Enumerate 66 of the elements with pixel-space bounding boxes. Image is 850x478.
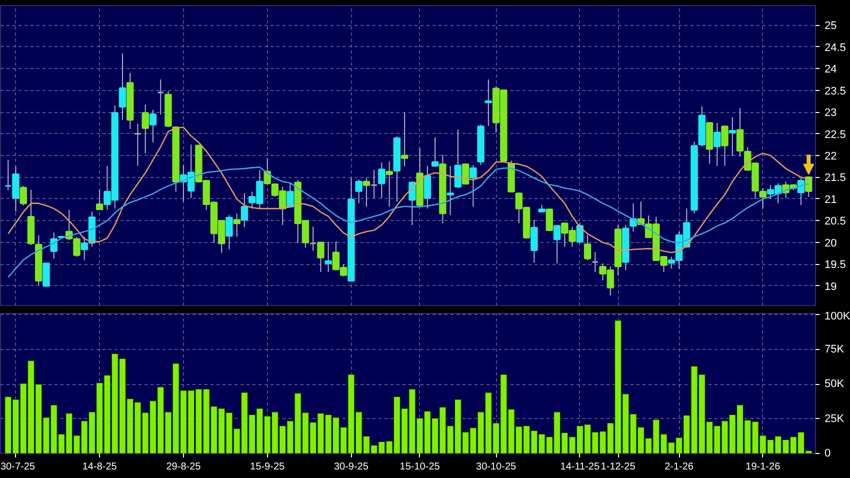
candlestick [576,222,584,244]
candlestick [20,185,27,206]
candlestick [553,224,561,264]
x-tick-label: 29-8-25 [166,462,202,472]
candlestick [400,112,408,167]
candlestick [378,162,386,199]
y-tick-label: 50K [824,378,845,390]
x-tick-label: 14-11-25 [560,462,600,472]
candlestick [728,116,736,156]
x-tick-label: 30-9-25 [334,462,369,472]
y-tick-label: 22 [824,150,837,162]
candlestick [546,208,554,232]
candlestick [156,78,164,116]
x-tick-label: 30-10-25 [476,462,517,472]
candlestick [309,226,317,252]
x-tick-label: 30-7-25 [0,462,36,472]
x-tick-label: 2-1-26 [664,462,694,472]
x-tick-label: 14-8-25 [82,462,118,472]
y-tick-label: 20.5 [824,216,846,228]
y-tick-label: 21.5 [824,172,846,184]
candlestick [370,169,378,199]
y-tick-label: 25K [824,412,845,425]
y-tick-label: 100K [824,310,850,322]
candlestick [805,176,812,198]
candlestick [454,128,462,189]
candlestick [484,78,492,126]
y-tick-label: 19 [824,280,837,293]
y-tick-label: 24.5 [824,42,846,54]
candlestick [408,181,416,226]
x-tick-label: 15-9-25 [250,462,286,472]
candlestick [584,234,592,261]
x-tick-label: 15-10-25 [400,462,440,472]
candlestick [233,212,240,238]
candlestick [714,122,721,166]
candlestick [324,241,332,273]
candlestick [470,164,477,208]
candlestick [134,123,142,166]
x-tick-label: 19-1-26 [746,462,781,472]
candlestick [226,214,233,250]
candlestick [240,192,248,228]
candlestick [721,125,728,166]
y-tick-label: 25 [824,20,837,32]
candlestick [118,52,126,120]
candlestick [592,252,599,273]
y-tick-label: 23.5 [824,85,846,98]
candlestick [446,165,454,216]
y-tick-label: 23 [824,107,837,120]
candlestick [424,165,432,210]
candlestick [362,178,370,208]
candlestick [42,262,50,288]
candlestick [431,136,439,168]
candlestick [142,104,149,154]
x-tick-label: 1-12-25 [600,462,636,472]
y-tick-label: 20 [824,237,837,250]
candlestick [355,178,362,204]
y-tick-label: 0 [824,448,831,460]
candlestick [149,109,157,143]
y-tick-label: 24 [824,64,837,76]
y-tick-label: 19.5 [824,259,846,272]
candlestick [317,242,324,273]
y-tick-label: 75K [824,344,845,356]
y-tick-label: 21 [824,194,837,206]
candlestick [530,219,538,264]
candlestick [96,189,104,210]
y-tick-label: 22.5 [824,128,846,141]
candlestick [386,161,393,208]
